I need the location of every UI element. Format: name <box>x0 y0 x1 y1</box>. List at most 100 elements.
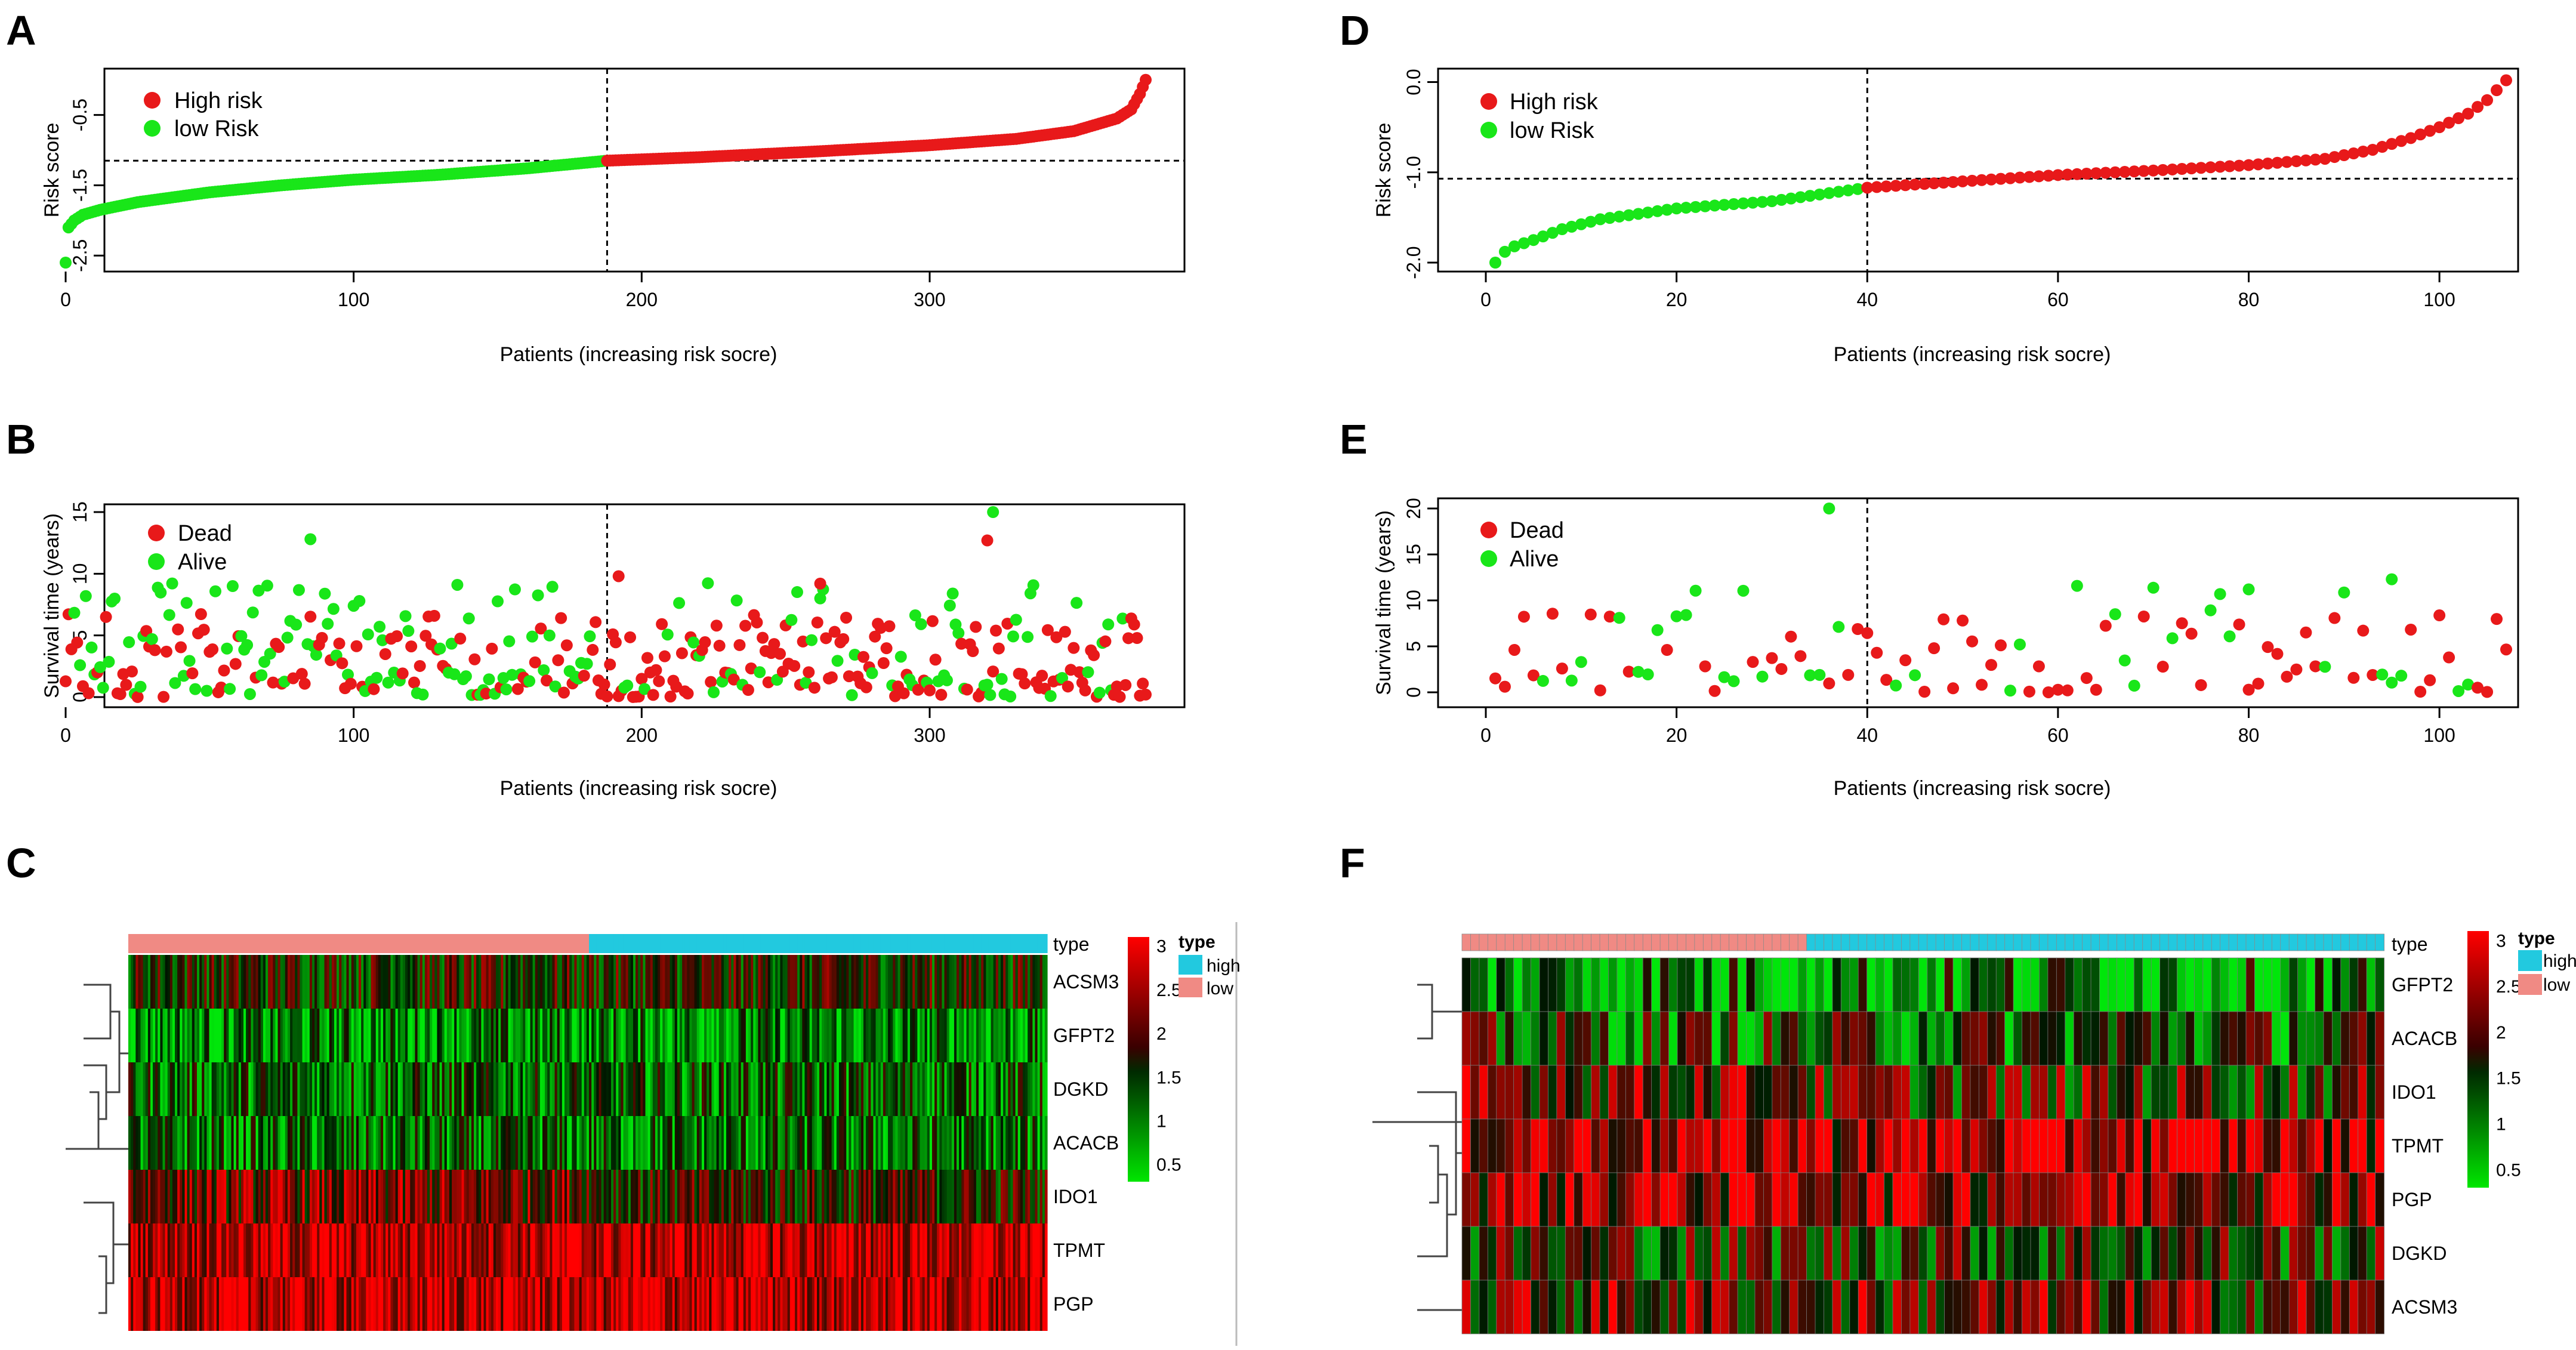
type-cell-low <box>180 934 183 953</box>
heatmap-cell <box>809 1009 813 1062</box>
heatmap-cell <box>838 1009 842 1062</box>
type-cell-low <box>1565 933 1575 951</box>
heatmap-cell <box>579 1170 582 1223</box>
heatmap-cell <box>143 1170 146 1223</box>
type-cell-high <box>2039 933 2049 951</box>
alive-point <box>2462 679 2475 691</box>
dead-point <box>2347 671 2360 684</box>
type-cell-low <box>270 934 273 953</box>
type-cell-low <box>459 934 462 953</box>
heatmap-cell <box>1797 1065 1807 1120</box>
heatmap-cell <box>143 1223 146 1277</box>
heatmap-cell <box>1651 1065 1661 1120</box>
heatmap-cell <box>778 1009 780 1062</box>
heatmap-cell <box>395 1170 399 1223</box>
heatmap-cell <box>1539 1118 1549 1173</box>
heatmap-cell <box>2116 957 2126 1012</box>
heatmap-cell <box>1970 1065 1980 1120</box>
type-cell-low <box>300 934 303 953</box>
heatmap-cell <box>390 1170 394 1223</box>
heatmap-cell <box>238 1223 242 1277</box>
heatmap-cell <box>490 1170 494 1223</box>
risk-point <box>2128 165 2140 178</box>
heatmap-cell <box>704 1277 707 1331</box>
heatmap-cell <box>218 1009 222 1062</box>
heatmap-cell <box>1039 1223 1043 1277</box>
heatmap-cell <box>589 1062 592 1116</box>
heatmap-cell <box>758 1009 761 1062</box>
heatmap-cell <box>1815 1280 1825 1334</box>
risk-point <box>1899 179 1912 192</box>
heatmap-cell <box>2280 1226 2290 1281</box>
heatmap-cell <box>979 1277 982 1331</box>
risk-point <box>2290 155 2303 168</box>
heatmap-cell <box>976 1170 979 1223</box>
heatmap-cell <box>373 1277 377 1331</box>
risk-point <box>1871 181 1883 193</box>
alive-point <box>292 584 305 596</box>
heatmap-cell <box>216 1277 220 1331</box>
heatmap-cell <box>545 955 548 1009</box>
heatmap-cell <box>1030 1116 1033 1170</box>
heatmap-cell <box>180 1009 183 1062</box>
heatmap-cell <box>576 1009 580 1062</box>
heatmap-cell <box>427 1009 430 1062</box>
heatmap-cell <box>351 1277 354 1331</box>
heatmap-cell <box>1763 1118 1773 1173</box>
heatmap-cell <box>731 1170 734 1223</box>
heatmap-cell <box>211 1223 215 1277</box>
heatmap-cell <box>976 1223 979 1277</box>
heatmap-cell <box>199 1116 202 1170</box>
heatmap-cell <box>322 1009 325 1062</box>
heatmap-cell <box>326 1009 330 1062</box>
heatmap-cell <box>537 955 541 1009</box>
heatmap-cell <box>361 1223 364 1277</box>
heatmap-cell <box>375 955 379 1009</box>
heatmap-cell <box>1017 1277 1021 1331</box>
type-cell-low <box>479 934 482 953</box>
heatmap-cell <box>542 1009 545 1062</box>
type-cell-low <box>432 934 435 953</box>
heatmap-cell <box>826 1170 830 1223</box>
heatmap-cell <box>2116 1065 2126 1120</box>
heatmap-cell <box>584 1277 587 1331</box>
heatmap-cell <box>498 1277 501 1331</box>
heatmap-cell <box>1625 1065 1635 1120</box>
heatmap-cell <box>670 1277 673 1331</box>
heatmap-cell <box>1547 1065 1557 1120</box>
heatmap-cell <box>397 1170 401 1223</box>
heatmap-cell <box>1918 1118 1928 1173</box>
alive-point <box>79 590 92 602</box>
heatmap-cell <box>655 1170 658 1223</box>
heatmap-cell <box>513 955 516 1009</box>
heatmap-cell <box>375 1062 379 1116</box>
risk-point <box>1622 209 1635 221</box>
heatmap-cell <box>439 1277 443 1331</box>
dead-point <box>1508 643 1520 656</box>
heatmap-cell <box>557 1170 560 1223</box>
heatmap-cell <box>292 1062 295 1116</box>
heatmap-cell <box>282 1170 286 1223</box>
heatmap-cell <box>209 1277 212 1331</box>
heatmap-cell <box>2271 1172 2281 1227</box>
type-cell-high <box>2288 933 2299 951</box>
heatmap-cell <box>277 1062 281 1116</box>
heatmap-cell <box>625 1116 629 1170</box>
heatmap-cell <box>701 955 705 1009</box>
heatmap-cell <box>949 1277 952 1331</box>
heatmap-cell <box>490 1277 494 1331</box>
heatmap-cell <box>175 1062 178 1116</box>
alive-point <box>1027 579 1039 591</box>
heatmap-cell <box>400 1277 403 1331</box>
heatmap-cell <box>613 1116 616 1170</box>
heatmap-cell <box>802 1170 806 1223</box>
heatmap-cell <box>912 1223 915 1277</box>
heatmap-cell <box>778 1170 780 1223</box>
heatmap-cell <box>351 1009 354 1062</box>
alive-point <box>546 581 559 593</box>
heatmap-cell <box>2185 1011 2195 1066</box>
heatmap-cell <box>1531 1065 1540 1120</box>
dead-point <box>552 654 564 667</box>
heatmap-cell <box>1013 1277 1016 1331</box>
heatmap-cell <box>2245 1011 2256 1066</box>
